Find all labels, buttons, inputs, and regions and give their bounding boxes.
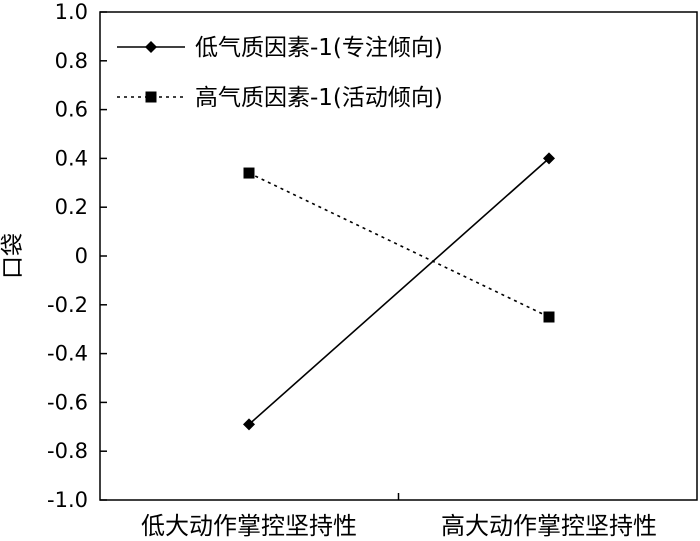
y-axis-title: 口袋 [0,233,26,279]
y-tick-label: 0 [75,244,88,268]
legend-square-marker [145,91,157,103]
series-line [248,172,550,318]
y-tick-label: 0.6 [55,98,88,122]
legend-label: 低气质因素-1(专注倾向) [195,35,443,61]
y-tick-label: 1.0 [55,0,88,24]
square-marker [543,311,555,323]
y-tick-label: -0.4 [47,342,88,366]
y-tick-label: 0.8 [55,49,88,73]
y-tick-label: -0.2 [47,293,88,317]
series-line [248,157,550,425]
legend: 低气质因素-1(专注倾向) 高气质因素-1(活动倾向) [117,35,443,111]
series-2 [243,167,555,323]
series-group [243,152,555,431]
y-axis-ticks: 1.0 0.8 0.6 0.4 0.2 0 -0.2 -0.4 -0.6 -0.8 -1.0 [47,0,107,512]
x-category-label: 高大动作掌控坚持性 [441,512,657,540]
y-tick-label: 0.4 [55,146,88,170]
diamond-marker [543,152,555,165]
x-category-label: 低大动作掌控坚持性 [141,512,357,540]
x-axis-ticks: 低大动作掌控坚持性 高大动作掌控坚持性 [141,493,657,540]
y-tick-label: -0.6 [47,390,88,414]
legend-item: 低气质因素-1(专注倾向) [117,35,443,61]
series-1 [243,152,555,431]
y-tick-label: -1.0 [47,488,88,512]
legend-item: 高气质因素-1(活动倾向) [117,85,443,111]
legend-diamond-marker [145,41,157,53]
y-tick-label: -0.8 [47,439,88,463]
square-marker [243,167,255,179]
legend-label: 高气质因素-1(活动倾向) [195,85,443,111]
diamond-marker [243,418,255,431]
y-tick-label: 0.2 [55,195,88,219]
